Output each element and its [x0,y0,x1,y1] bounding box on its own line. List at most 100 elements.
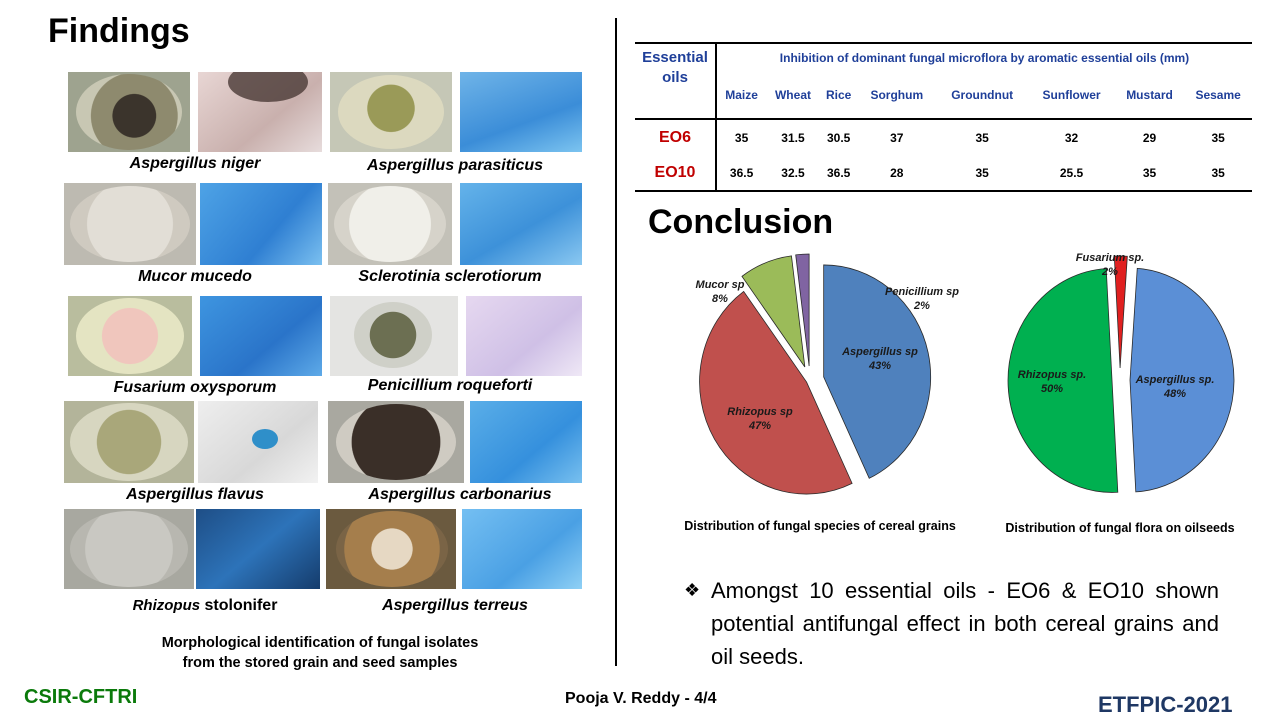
caption-rhizopus-species: stolonifer [204,597,278,614]
caption-aspergillus-terreus: Aspergillus terreus [382,597,528,614]
pie-slice-rhizopus-sp [1007,268,1119,493]
row-label: EO10 [635,156,717,191]
pie-pct-rhizopus-sp: 47% [748,420,771,432]
row-label: EO6 [635,119,717,156]
pie-label-aspergillus-sp: Aspergillus sp [841,346,918,358]
caption-rhizopus-genus: Rhizopus [132,597,201,614]
photo-fusarium-micro [200,296,322,376]
conclusion-title: Conclusion [648,203,834,241]
table-cell: 29 [1142,131,1157,145]
table-cell: 31.5 [781,131,805,145]
pie-pct-aspergillus-sp: 43% [868,360,891,372]
table-cell: 35 [1142,166,1157,180]
footer-event: ETFPIC-2021 [1098,692,1233,717]
morphology-caption-line2: from the stored grain and seed samples [182,655,458,671]
photo-aspergillus-flavus-micro [198,401,318,483]
vertical-divider [615,18,617,666]
footer-author: Pooja V. Reddy - 4/4 [565,690,717,707]
caption-aspergillus-niger: Aspergillus niger [129,155,261,172]
findings-title: Findings [48,12,190,50]
pie-pct-fusarium-sp: 2% [1101,266,1118,278]
caption-aspergillus-carbonarius: Aspergillus carbonarius [368,486,552,503]
pie-slice-rhizopus-sp [699,290,853,495]
footer-org: CSIR-CFTRI [24,686,138,708]
pie-slice-fusarium-sp [1113,255,1128,369]
table-column-headers: Maize Wheat Rice Sorghum Groundnut Sunfl… [635,72,1252,119]
pie-pct-penicillium-sp: 2% [913,300,930,312]
table-header-essential-oils: Essential oils [635,43,717,119]
pie-label-aspergillus-sp: Aspergillus sp. [1135,374,1215,386]
photo-rhizopus-micro [196,509,320,589]
photo-aspergillus-terreus-micro [462,509,582,589]
caption-sclerotinia-sclerotiorum: Sclerotinia sclerotiorum [358,268,542,285]
table-cell: 36.5 [827,166,851,180]
col-header: Sunflower [1042,87,1101,102]
col-header: Sesame [1195,87,1241,102]
table-row: EO6 35 31.5 30.5 37 35 32 29 35 [635,119,1252,156]
pie-chart-cereal-grains: Aspergillus sp 43% Rhizopus sp 47% Mucor sp 8… [696,253,959,495]
photo-aspergillus-carbonarius-micro [470,401,582,483]
caption-aspergillus-flavus: Aspergillus flavus [126,486,264,503]
table-cell: 30.5 [827,131,851,145]
pie-label-mucor-sp: Mucor sp [696,279,745,291]
pie-slice-mucor-sp [741,255,806,368]
table-cell: 28 [890,166,904,180]
photo-sclerotinia-plate [328,183,452,265]
table-row: EO10 36.5 32.5 36.5 28 35 25.5 35 35 [635,156,1252,191]
pie-caption-oilseeds: Distribution of fungal flora on oilseeds [1005,521,1235,535]
table-cell: 35 [734,131,749,145]
photo-aspergillus-parasiticus-plate [330,72,452,152]
photo-aspergillus-carbonarius-plate [328,401,464,483]
col-header: Mustard [1126,87,1173,102]
table-header-line1: Essential [642,49,708,66]
pie-slice-aspergillus-sp [823,264,932,479]
photo-penicillium-plate [330,296,458,376]
caption-aspergillus-parasiticus: Aspergillus parasiticus [366,157,544,174]
pie-pct-mucor-sp: 8% [712,293,728,305]
table-cell: 37 [890,131,904,145]
table-cell: 36.5 [729,166,754,180]
photo-sclerotinia-micro [460,183,582,265]
table-cell: 35 [975,131,989,145]
bullet-diamond-icon: ❖ [684,580,701,600]
pie-label-penicillium-sp: Penicillium sp [885,286,959,298]
morphology-caption-line1: Morphological identification of fungal i… [161,635,479,651]
photo-penicillium-micro [466,296,582,376]
pie-label-rhizopus-sp: Rhizopus sp [727,406,793,418]
pie-label-fusarium-sp: Fusarium sp. [1076,252,1144,264]
table-header-line2: oils [662,69,688,86]
photo-fusarium-plate [68,296,192,376]
photo-aspergillus-niger-micro [198,72,322,152]
table-cell: 32.5 [781,166,805,180]
caption-rhizopus-stolonifer: Rhizopus stolonifer [120,597,290,615]
bullet-text: Amongst 10 essential oils - EO6 & EO10 s… [711,578,1219,669]
photo-aspergillus-parasiticus-micro [460,72,582,152]
col-header: Maize [725,87,758,102]
caption-mucor-mucedo: Mucor mucedo [138,268,252,285]
pie-slice-aspergillus-sp [1129,267,1235,493]
morphology-caption: Morphological identification of fungal i… [120,633,520,673]
photo-rhizopus-plate [64,509,194,589]
conclusion-bullet: ❖ Amongst 10 essential oils - EO6 & EO10… [684,574,1219,673]
col-header: Groundnut [951,87,1014,102]
table-cell: 25.5 [1059,166,1084,180]
col-header: Rice [826,87,852,102]
table-cell: 35 [1211,166,1225,180]
photo-aspergillus-terreus-plate [326,509,456,589]
pie-pct-rhizopus-sp: 50% [1041,383,1063,395]
table-cell: 35 [975,166,989,180]
caption-fusarium-oxysporum: Fusarium oxysporum [113,379,277,396]
photo-aspergillus-flavus-plate [64,401,194,483]
photo-mucor-mucedo-plate [64,183,196,265]
table-cell: 35 [1211,131,1225,145]
pie-label-rhizopus-sp: Rhizopus sp. [1018,369,1086,381]
pie-caption-cereal: Distribution of fungal species of cereal… [684,519,956,533]
table-cell: 32 [1064,131,1079,145]
pie-slice-penicillium-sp [795,253,810,367]
inhibition-table: Essential oils Inhibition of dominant fu… [635,42,1252,192]
caption-penicillium-roqueforti: Penicillium roqueforti [367,377,533,394]
photo-mucor-mucedo-micro [200,183,322,265]
pie-chart-oilseeds: Aspergillus sp. 48% Rhizopus sp. 50% Fusariu… [1007,252,1235,493]
pie-pct-aspergillus-sp: 48% [1163,388,1186,400]
col-header: Sorghum [870,87,924,102]
